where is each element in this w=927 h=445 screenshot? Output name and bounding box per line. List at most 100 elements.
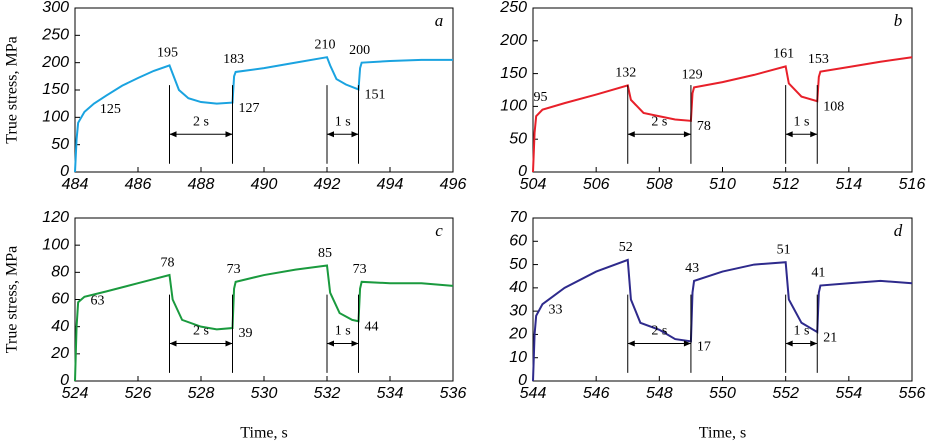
x-axis-label: Time, s <box>699 425 746 442</box>
value-annotation: 127 <box>239 101 260 116</box>
data-line <box>74 264 454 382</box>
x-tick-label: 530 <box>251 385 278 402</box>
panel-letter: d <box>894 221 903 240</box>
x-tick-label: 534 <box>377 385 404 402</box>
value-annotation: 41 <box>811 266 825 281</box>
y-tick-label: 100 <box>500 98 527 115</box>
value-annotation: 108 <box>823 99 844 114</box>
y-tick-label: 300 <box>42 0 69 16</box>
y-tick-label: 200 <box>41 54 69 71</box>
x-tick-label: 528 <box>188 385 215 402</box>
x-tick-label: 556 <box>899 385 926 402</box>
y-tick-label: 0 <box>60 372 69 389</box>
x-tick-label: 536 <box>440 385 467 402</box>
x-tick-label: 526 <box>125 385 152 402</box>
x-axis-label: Time, s <box>240 425 287 442</box>
value-annotation: 44 <box>365 319 379 334</box>
value-annotation: 21 <box>823 330 837 345</box>
y-tick-label: 100 <box>42 236 69 253</box>
x-tick-label: 554 <box>835 385 862 402</box>
y-tick-label: 0 <box>518 372 527 389</box>
x-tick-label: 550 <box>709 385 736 402</box>
arrow-head <box>627 340 691 347</box>
interval-label: 1 s <box>335 324 351 339</box>
value-annotation: 200 <box>349 43 370 58</box>
x-tick-label: 484 <box>62 176 89 193</box>
plot-frame <box>532 7 913 173</box>
value-annotation: 52 <box>619 240 633 255</box>
y-tick-label: 0 <box>60 163 69 180</box>
y-tick-label: 40 <box>509 279 527 296</box>
y-tick-label: 50 <box>509 256 527 273</box>
x-tick-label: 524 <box>62 385 89 402</box>
arrow-head <box>327 340 359 347</box>
interval-label: 2 s <box>193 324 209 339</box>
panel-letter: a <box>435 11 444 30</box>
arrow-head <box>169 340 233 347</box>
y-tick-label: 150 <box>500 65 527 82</box>
value-annotation: 125 <box>100 102 121 117</box>
value-annotation: 132 <box>615 66 636 81</box>
value-annotation: 85 <box>318 246 332 261</box>
data-line <box>74 56 453 173</box>
value-annotation: 95 <box>533 90 547 105</box>
interval-label: 1 s <box>793 324 809 339</box>
interval-label: 2 s <box>651 114 667 129</box>
y-tick-label: 250 <box>41 27 69 44</box>
x-tick-label: 510 <box>709 176 736 193</box>
y-tick-label: 70 <box>509 209 527 226</box>
value-annotation: 195 <box>157 46 178 61</box>
value-annotation: 33 <box>548 302 562 317</box>
y-tick-label: 20 <box>508 326 527 343</box>
y-tick-label: 60 <box>509 233 527 250</box>
y-tick-label: 120 <box>42 209 69 226</box>
y-tick-label: 100 <box>42 109 69 126</box>
x-tick-label: 544 <box>520 385 547 402</box>
interval-label: 2 s <box>193 114 209 129</box>
interval-label: 1 s <box>335 114 351 129</box>
x-tick-label: 552 <box>772 385 799 402</box>
value-annotation: 17 <box>697 340 711 355</box>
x-tick-label: 546 <box>583 385 610 402</box>
x-tick-label: 506 <box>583 176 610 193</box>
arrow-head <box>169 131 233 138</box>
x-tick-label: 488 <box>188 176 215 193</box>
plot-frame <box>74 217 454 382</box>
value-annotation: 73 <box>353 262 367 277</box>
data-line <box>532 258 913 382</box>
arrow-head <box>785 340 818 347</box>
x-tick-label: 504 <box>520 176 547 193</box>
y-tick-label: 200 <box>499 32 527 49</box>
value-annotation: 63 <box>90 294 104 309</box>
x-tick-label: 496 <box>440 176 467 193</box>
y-tick-label: 250 <box>499 0 527 16</box>
x-tick-label: 494 <box>377 176 404 193</box>
data-line <box>532 56 913 173</box>
value-annotation: 73 <box>227 262 241 277</box>
y-tick-label: 50 <box>51 136 69 153</box>
value-annotation: 129 <box>682 68 703 83</box>
x-tick-label: 514 <box>835 176 862 193</box>
value-annotation: 161 <box>773 47 794 62</box>
y-tick-label: 20 <box>50 345 69 362</box>
interval-label: 2 s <box>651 324 667 339</box>
arrow-head <box>785 131 818 138</box>
y-tick-label: 150 <box>42 81 69 98</box>
x-tick-label: 486 <box>125 176 152 193</box>
value-annotation: 153 <box>808 52 829 67</box>
plot-frame <box>532 217 913 382</box>
panel-letter: b <box>894 11 903 30</box>
x-tick-label: 492 <box>314 176 341 193</box>
value-annotation: 51 <box>777 242 791 257</box>
x-tick-label: 516 <box>899 176 926 193</box>
arrow-head <box>627 131 691 138</box>
value-annotation: 78 <box>697 119 711 134</box>
value-annotation: 210 <box>315 37 336 52</box>
x-tick-label: 490 <box>251 176 278 193</box>
arrow-head <box>327 131 359 138</box>
y-tick-label: 80 <box>51 264 69 281</box>
y-tick-label: 60 <box>51 291 69 308</box>
x-tick-label: 532 <box>314 385 341 402</box>
value-annotation: 39 <box>239 326 253 341</box>
